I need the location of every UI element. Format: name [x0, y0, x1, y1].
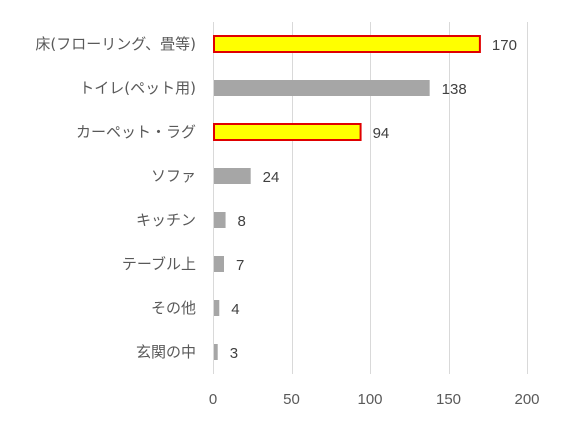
category-label: トイレ(ペット用): [79, 79, 196, 97]
data-label: 170: [492, 37, 517, 54]
category-label: 床(フローリング、畳等): [35, 35, 196, 53]
category-label: キッチン: [136, 211, 196, 229]
data-label: 94: [373, 125, 390, 142]
data-label: 24: [263, 169, 280, 186]
bar-highlighted: [213, 123, 362, 141]
category-label: 玄関の中: [136, 343, 196, 361]
category-label: その他: [151, 299, 196, 317]
x-tick-label: 100: [357, 391, 382, 408]
data-label: 4: [231, 301, 239, 318]
category-label: カーペット・ラグ: [76, 123, 196, 141]
x-tick-label: 200: [514, 391, 539, 408]
bar-highlighted: [213, 35, 481, 53]
category-label: テーブル上: [122, 255, 196, 273]
category-label: ソファ: [151, 167, 196, 185]
data-label: 138: [442, 81, 467, 98]
x-tick-label: 50: [283, 391, 300, 408]
bar: [214, 212, 226, 228]
bar: [214, 256, 224, 272]
x-tick-label: 150: [436, 391, 461, 408]
data-label: 3: [230, 345, 238, 362]
data-label: 7: [236, 257, 244, 274]
bar: [214, 168, 251, 184]
bar: [214, 300, 220, 316]
bar: [214, 80, 430, 96]
bar: [214, 344, 218, 360]
x-tick-label: 0: [209, 391, 217, 408]
data-label: 8: [238, 213, 246, 230]
